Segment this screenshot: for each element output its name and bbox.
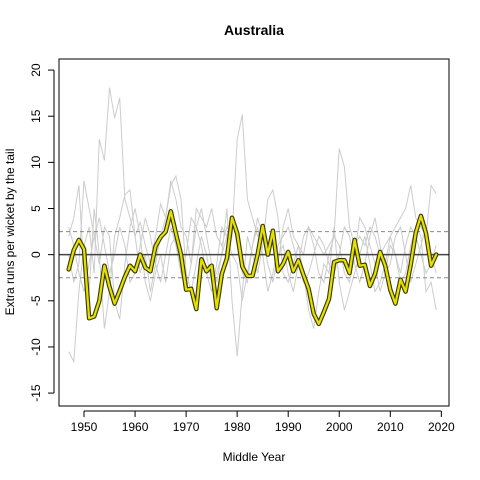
x-axis-label: Middle Year	[223, 450, 286, 464]
x-tick-label-2000: 2000	[326, 420, 353, 434]
x-tick-label-2020: 2020	[428, 420, 455, 434]
y-tick-label--5: -5	[29, 295, 43, 306]
background-line-2	[68, 174, 437, 357]
x-tick-label-1980: 1980	[224, 420, 251, 434]
chart-title: Australia	[224, 22, 284, 38]
main-series-line	[67, 210, 438, 325]
main-series-outline	[66, 209, 439, 327]
plot-box	[58, 58, 450, 407]
background-line-1	[68, 87, 437, 364]
y-axis-label: Extra runs per wicket by the tail	[3, 149, 17, 316]
y-tick-label-0: 0	[29, 251, 43, 258]
y-axis: -15 -10 -5 0 5 10 15 20	[29, 63, 55, 402]
x-tick-label-1950: 1950	[71, 420, 98, 434]
main-series-group	[66, 209, 439, 327]
y-tick-label-15: 15	[29, 109, 43, 123]
background-line-4	[68, 208, 437, 292]
y-tick-label--10: -10	[29, 338, 43, 356]
x-tick-label-1970: 1970	[173, 420, 200, 434]
y-tick-label-5: 5	[29, 205, 43, 212]
y-tick-label-20: 20	[29, 63, 43, 77]
x-tick-label-1990: 1990	[275, 420, 302, 434]
x-tick-label-2010: 2010	[377, 420, 404, 434]
y-tick-label--15: -15	[29, 384, 43, 402]
x-tick-label-1960: 1960	[122, 420, 149, 434]
background-lines-group	[68, 87, 437, 364]
x-axis: 1950 1960 1970 1980 1990 2000 2010 2020	[71, 410, 455, 434]
y-tick-label-10: 10	[29, 155, 43, 169]
